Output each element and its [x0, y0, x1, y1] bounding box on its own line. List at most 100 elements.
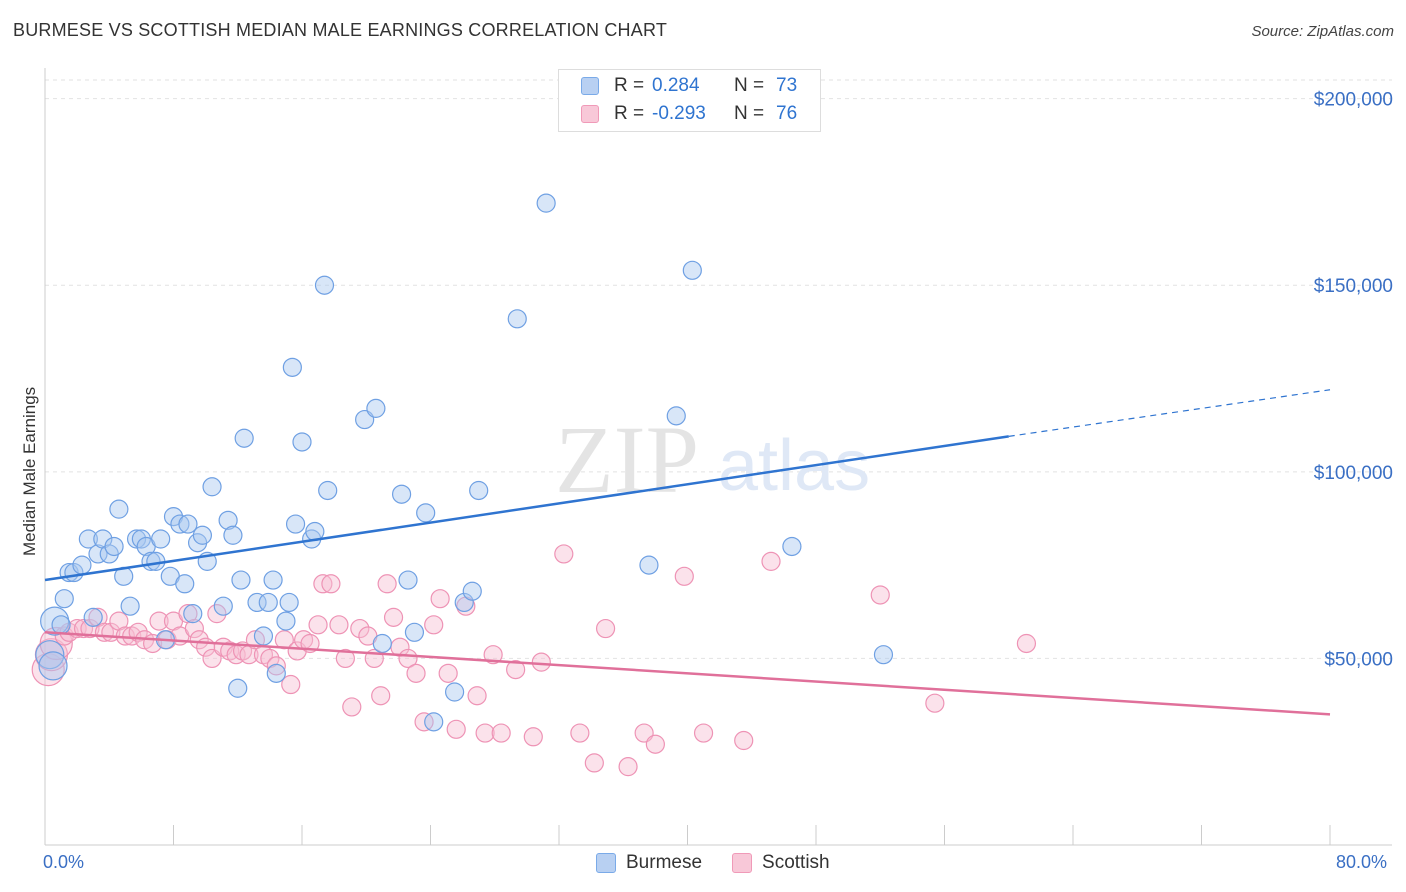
- burmese-point: [83, 607, 103, 627]
- burmese-point: [454, 592, 474, 613]
- burmese-point: [318, 480, 338, 501]
- burmese-point: [51, 615, 71, 635]
- source-label: Source: ZipAtlas.com: [1251, 23, 1394, 40]
- legend-n-label: N =: [734, 75, 765, 96]
- burmese-point: [213, 596, 233, 616]
- scottish-point: [207, 604, 227, 624]
- legend-r-value-scottish: -0.293: [652, 103, 706, 124]
- burmese-point: [682, 260, 702, 280]
- legend-swatch-scottish: [732, 853, 753, 873]
- scottish-point: [618, 757, 638, 777]
- burmese-point: [398, 570, 418, 590]
- burmese-point: [218, 510, 238, 530]
- scottish-point: [424, 615, 444, 635]
- burmese-point: [416, 503, 436, 523]
- burmese-point: [263, 570, 283, 590]
- burmese-point: [314, 275, 335, 295]
- burmese-point: [202, 477, 222, 497]
- scottish-point: [584, 753, 604, 773]
- scottish-point: [734, 730, 754, 751]
- burmese-point: [192, 525, 213, 545]
- scottish-point: [595, 618, 616, 639]
- scottish-point: [329, 615, 349, 635]
- x-tick-max: 80.0%: [1336, 852, 1388, 872]
- burmese-point: [88, 544, 108, 564]
- legend-item-burmese: Burmese: [596, 852, 702, 874]
- burmese-point: [175, 574, 195, 594]
- trend-lines: [44, 389, 1331, 716]
- scottish-point: [149, 611, 169, 631]
- burmese-point: [507, 309, 527, 329]
- legend-row-burmese: R = 0.284 N = 73: [581, 74, 797, 98]
- scottish-point: [80, 618, 100, 639]
- legend-n-label: N =: [734, 103, 765, 124]
- scottish-point: [398, 648, 418, 669]
- burmese-point: [38, 651, 68, 681]
- burmese-point: [104, 536, 124, 557]
- scottish-point: [184, 618, 204, 639]
- legend-r-label: R =: [614, 75, 645, 96]
- series-burmese: [35, 193, 894, 732]
- burmese-point: [228, 678, 248, 698]
- scottish-point: [531, 652, 551, 672]
- burmese-point: [424, 712, 444, 732]
- scottish-point: [342, 697, 362, 717]
- scottish-point: [406, 663, 426, 683]
- burmese-point: [35, 640, 65, 670]
- scottish-point: [925, 693, 945, 713]
- scottish-point: [446, 719, 466, 739]
- burmese-point: [120, 596, 140, 616]
- legend-n-value-scottish: 76: [776, 103, 798, 124]
- burmese-point: [183, 604, 203, 624]
- correlation-legend: R = 0.284 N = 73 R = -0.293 N = 76: [558, 69, 821, 132]
- scottish-trend-line: [44, 631, 1331, 716]
- scottish-point: [570, 723, 590, 743]
- scottish-point: [39, 626, 73, 661]
- burmese-point: [639, 555, 659, 575]
- y-tick-label: $50,000: [1324, 649, 1393, 670]
- scottish-point: [693, 723, 714, 743]
- y-tick-label: $100,000: [1314, 463, 1393, 484]
- scottish-point: [554, 544, 574, 564]
- burmese-point: [444, 682, 465, 702]
- scottish-point: [483, 645, 503, 665]
- scottish-point: [371, 686, 391, 706]
- watermark-zip: ZIP: [555, 406, 699, 513]
- burmese-point: [126, 529, 147, 549]
- scottish-point: [438, 663, 458, 683]
- legend-swatch-scottish: [581, 105, 599, 123]
- scottish-point: [308, 615, 328, 635]
- burmese-point: [276, 611, 296, 631]
- gridlines: [45, 79, 1392, 659]
- legend-n-value-burmese: 73: [776, 75, 798, 96]
- chart-title: BURMESE VS SCOTTISH MEDIAN MALE EARNINGS…: [13, 20, 668, 40]
- burmese-point: [536, 193, 556, 213]
- legend-r-label: R =: [614, 103, 645, 124]
- scottish-point: [1016, 633, 1037, 654]
- series-legend: Burmese Scottish: [596, 852, 860, 874]
- scottish-point: [475, 723, 495, 743]
- y-tick-label: $200,000: [1314, 90, 1393, 111]
- burmese-point: [54, 589, 74, 609]
- legend-swatch-burmese: [596, 853, 616, 873]
- burmese-trend-extension: [1008, 389, 1331, 437]
- scottish-point: [761, 551, 781, 571]
- burmese-point: [266, 663, 286, 683]
- burmese-point: [258, 592, 278, 613]
- burmese-point: [873, 645, 894, 665]
- scottish-point: [266, 656, 286, 676]
- x-tick-min: 0.0%: [43, 852, 85, 872]
- burmese-point: [282, 357, 302, 377]
- burmese-point: [372, 633, 392, 654]
- burmese-point: [234, 428, 254, 448]
- legend-row-scottish: R = -0.293 N = 76: [581, 102, 797, 126]
- legend-item-scottish: Scottish: [732, 852, 830, 874]
- legend-r-value-burmese: 0.284: [652, 75, 700, 96]
- burmese-trend-line: [44, 435, 1009, 582]
- burmese-point: [247, 592, 267, 613]
- scottish-point: [467, 686, 487, 706]
- burmese-point: [292, 432, 312, 452]
- legend-swatch-burmese: [581, 77, 599, 95]
- scottish-point: [335, 648, 355, 669]
- burmese-point: [469, 480, 489, 501]
